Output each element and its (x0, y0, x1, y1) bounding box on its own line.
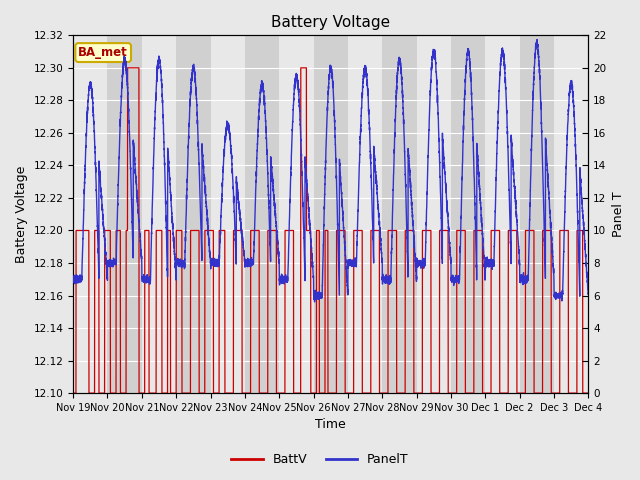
Bar (417, 36, 451, 393)
Bar (73, 36, 108, 393)
Bar (279, 36, 314, 393)
Bar (348, 36, 382, 393)
Title: Battery Voltage: Battery Voltage (271, 15, 390, 30)
Bar (451, 36, 485, 393)
Text: BA_met: BA_met (78, 46, 128, 59)
Bar (382, 36, 417, 393)
Bar (142, 36, 176, 393)
Bar (211, 36, 245, 393)
Bar (245, 36, 279, 393)
Y-axis label: Panel T: Panel T (612, 192, 625, 237)
Bar (520, 36, 554, 393)
Bar (314, 36, 348, 393)
Legend: BattV, PanelT: BattV, PanelT (227, 448, 413, 471)
Bar (554, 36, 588, 393)
Y-axis label: Battery Voltage: Battery Voltage (15, 166, 28, 263)
Bar (176, 36, 211, 393)
Bar (108, 36, 142, 393)
X-axis label: Time: Time (316, 419, 346, 432)
Bar (485, 36, 520, 393)
